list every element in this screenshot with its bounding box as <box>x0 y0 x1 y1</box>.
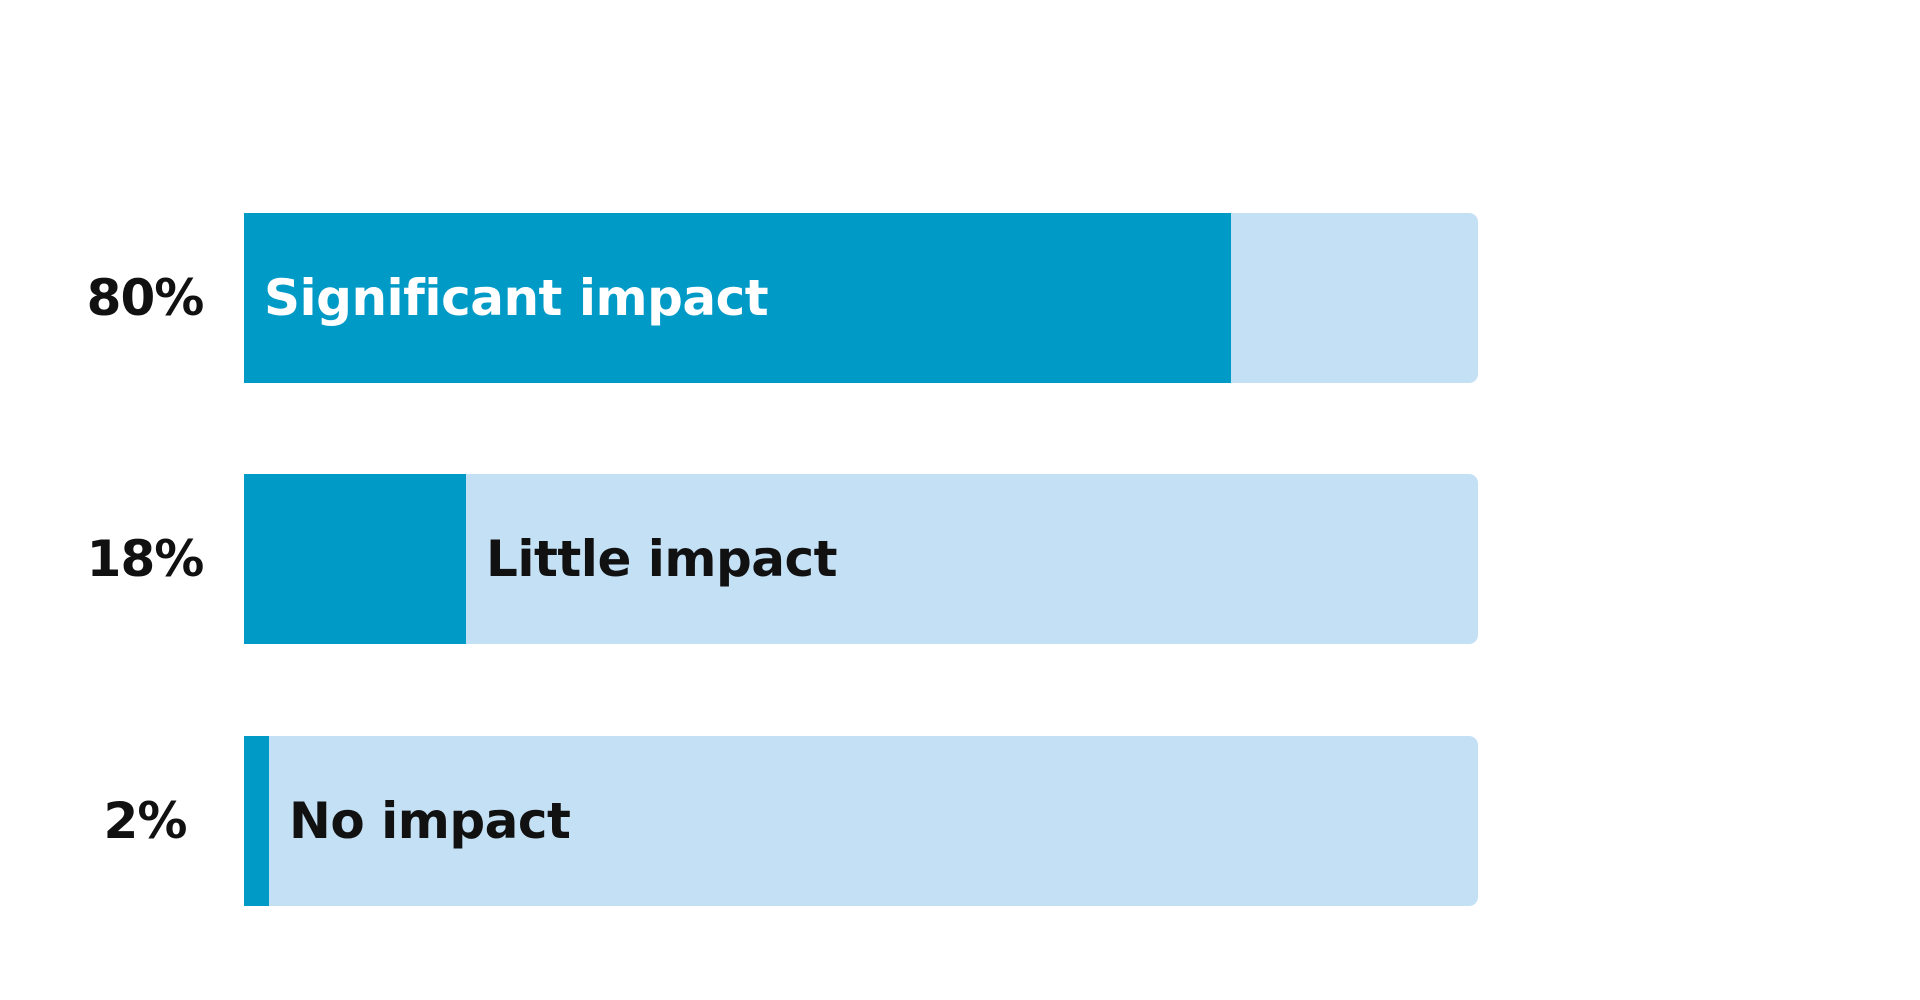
bar-fill <box>244 213 1231 383</box>
value-label: 18% <box>86 530 205 588</box>
bar-track <box>244 474 1478 644</box>
category-label: Significant impact <box>264 269 769 327</box>
bar-track <box>244 213 1478 383</box>
category-label: No impact <box>289 792 571 850</box>
bar-fill <box>244 736 269 906</box>
value-label: 2% <box>103 792 188 850</box>
bar-row: 80% Significant impact <box>0 213 1920 383</box>
value-label: 80% <box>86 269 205 327</box>
bar-row: 18% Little impact <box>0 474 1920 644</box>
category-label: Little impact <box>486 530 838 588</box>
bar-track <box>244 736 1478 906</box>
bar-row: 2% No impact <box>0 736 1920 906</box>
bar-fill <box>244 474 466 644</box>
